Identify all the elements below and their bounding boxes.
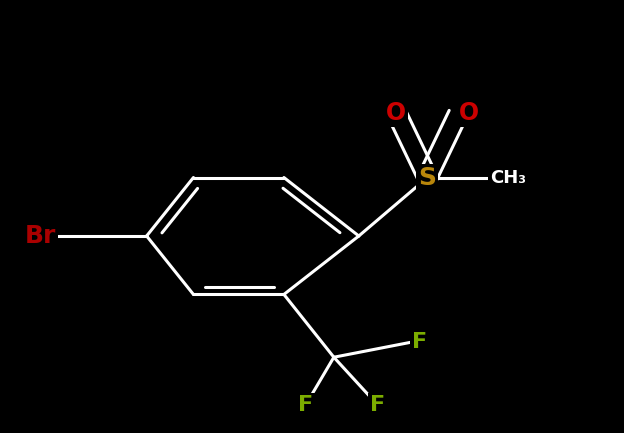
Text: F: F: [370, 395, 385, 415]
Text: Br: Br: [25, 224, 56, 248]
Text: S: S: [419, 165, 436, 190]
Text: O: O: [459, 100, 479, 125]
Text: O: O: [386, 100, 406, 125]
Text: F: F: [298, 395, 313, 415]
Text: F: F: [412, 332, 427, 352]
Text: CH₃: CH₃: [490, 168, 526, 187]
